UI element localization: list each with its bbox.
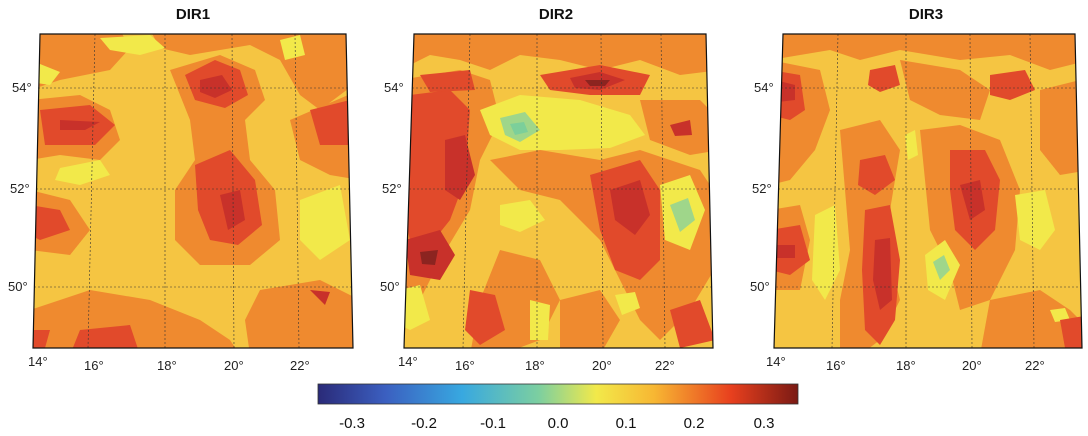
colorbar-tick-label: 0.0 [547, 415, 569, 432]
lat-label: 54° [12, 80, 32, 95]
map-frame-dir3 [773, 33, 1083, 349]
map-frame-dir2 [403, 33, 714, 349]
map-dir3 [774, 34, 1082, 348]
lon-label: 16° [826, 358, 846, 373]
colorbar-tick-label: -0.2 [411, 415, 437, 432]
lon-label: 22° [1025, 358, 1045, 373]
colorbar-tick-label: 0.1 [615, 415, 637, 432]
lon-label: 14° [766, 354, 786, 369]
lat-label: 50° [8, 279, 28, 294]
lon-label: 22° [655, 358, 675, 373]
lon-label: 18° [896, 358, 916, 373]
lon-label: 18° [157, 358, 177, 373]
lat-label: 50° [380, 279, 400, 294]
lat-label: 54° [754, 80, 774, 95]
map-dir1 [33, 34, 353, 348]
colorbar-tick-label: 0.2 [683, 415, 705, 432]
lon-label: 18° [525, 358, 545, 373]
panel-title: DIR2 [538, 6, 574, 23]
map-frame-dir1 [32, 33, 354, 349]
lon-label: 20° [224, 358, 244, 373]
lon-label: 14° [398, 354, 418, 369]
panel-title: DIR1 [175, 6, 211, 23]
lon-label: 16° [84, 358, 104, 373]
graticule-dir1 [34, 33, 352, 349]
lon-label: 16° [455, 358, 475, 373]
lon-label: 20° [962, 358, 982, 373]
lat-label: 52° [382, 181, 402, 196]
lon-label: 20° [592, 358, 612, 373]
graticule-dir3 [776, 33, 1081, 349]
lat-label: 52° [752, 181, 772, 196]
panel-title: DIR3 [908, 6, 944, 23]
colorbar-tick-label: 0.3 [753, 415, 775, 432]
lat-label: 54° [384, 80, 404, 95]
colorbar-tick-label: -0.1 [480, 415, 506, 432]
colorbar [317, 383, 799, 405]
map-dir2 [404, 34, 713, 348]
graticule-dir2 [406, 33, 712, 349]
lat-label: 50° [750, 279, 770, 294]
lat-label: 52° [10, 181, 30, 196]
colorbar-tick-label: -0.3 [339, 415, 365, 432]
lon-label: 22° [290, 358, 310, 373]
lon-label: 14° [28, 354, 48, 369]
